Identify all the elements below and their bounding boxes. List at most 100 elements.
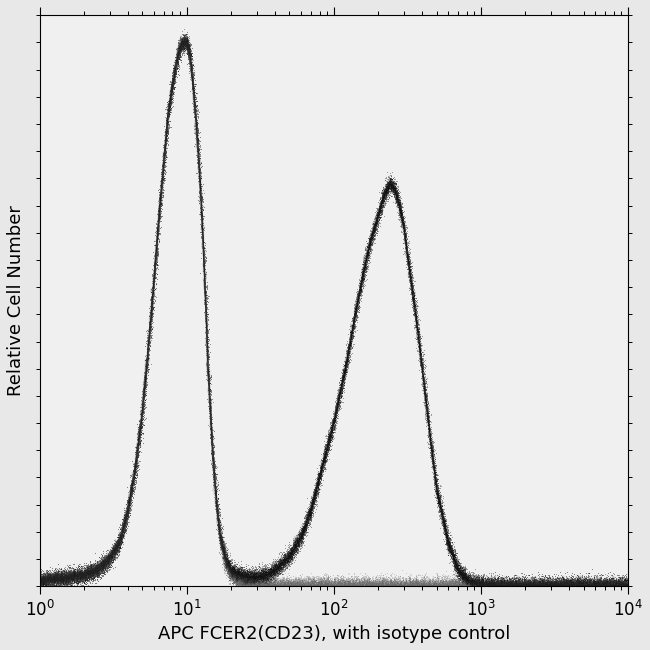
Point <box>356 284 366 294</box>
Point <box>240 571 251 581</box>
Point <box>492 581 502 592</box>
Point <box>500 577 511 587</box>
Point <box>464 581 474 592</box>
Point <box>385 579 395 590</box>
Point <box>51 576 62 586</box>
Point <box>356 285 366 295</box>
Point <box>601 578 612 588</box>
Point <box>434 581 444 592</box>
Point <box>407 271 417 281</box>
Point <box>460 578 470 589</box>
Point <box>328 427 338 437</box>
Point <box>280 580 291 591</box>
Point <box>391 581 401 592</box>
Point <box>419 578 430 589</box>
Point <box>505 580 515 591</box>
Point <box>276 566 286 577</box>
Point <box>55 577 65 588</box>
Point <box>111 540 121 551</box>
Point <box>53 579 64 590</box>
Point <box>263 576 274 586</box>
Point <box>437 509 448 519</box>
Point <box>497 576 507 586</box>
Point <box>523 576 534 586</box>
Point <box>147 288 157 298</box>
Point <box>551 580 562 591</box>
Point <box>92 560 103 570</box>
Point <box>488 574 499 584</box>
Point <box>411 573 422 584</box>
Point <box>288 581 298 592</box>
Point <box>296 580 307 590</box>
Point <box>107 552 117 563</box>
Point <box>320 577 331 587</box>
Point <box>301 516 311 526</box>
Point <box>302 517 313 527</box>
Point <box>491 581 502 592</box>
Point <box>551 580 562 591</box>
Point <box>585 581 595 592</box>
Point <box>526 578 536 589</box>
Point <box>569 581 580 592</box>
Point <box>331 408 341 419</box>
Point <box>322 578 333 588</box>
Point <box>393 201 404 211</box>
Point <box>180 42 190 53</box>
Point <box>489 579 500 590</box>
Point <box>110 549 120 559</box>
Point <box>430 581 441 592</box>
Point <box>42 576 53 586</box>
Point <box>495 581 506 592</box>
Point <box>193 136 203 147</box>
Point <box>291 534 302 544</box>
Point <box>237 571 248 581</box>
Point <box>535 581 545 592</box>
Point <box>218 541 228 551</box>
Point <box>520 580 530 591</box>
Point <box>177 30 188 40</box>
Point <box>441 538 451 549</box>
Point <box>405 264 415 274</box>
Point <box>44 574 55 584</box>
Point <box>144 344 155 354</box>
Point <box>354 581 364 592</box>
Point <box>107 552 118 562</box>
Point <box>332 398 342 409</box>
Point <box>56 571 66 582</box>
Point <box>600 576 610 586</box>
Point <box>232 575 242 585</box>
Point <box>390 191 400 202</box>
Point <box>411 333 421 344</box>
Point <box>380 578 391 589</box>
Point <box>573 579 584 590</box>
Point <box>343 356 353 367</box>
Point <box>421 580 431 591</box>
Point <box>289 540 299 551</box>
Point <box>495 581 506 592</box>
Point <box>378 182 388 192</box>
Point <box>81 570 91 580</box>
Point <box>230 571 240 582</box>
Point <box>324 441 334 452</box>
Point <box>374 581 384 592</box>
Point <box>139 388 150 398</box>
Point <box>584 576 594 586</box>
Point <box>377 577 387 587</box>
Point <box>480 579 491 590</box>
Point <box>95 559 105 569</box>
Point <box>441 535 452 545</box>
Point <box>584 581 595 592</box>
Point <box>500 580 511 590</box>
Point <box>326 432 337 442</box>
Point <box>389 192 399 202</box>
Point <box>424 581 434 592</box>
Point <box>277 562 287 573</box>
Point <box>138 387 149 398</box>
Point <box>325 430 335 440</box>
Point <box>289 579 300 590</box>
Point <box>132 432 142 442</box>
Point <box>101 551 112 562</box>
Point <box>90 565 101 575</box>
Point <box>494 581 504 592</box>
Point <box>259 580 269 590</box>
